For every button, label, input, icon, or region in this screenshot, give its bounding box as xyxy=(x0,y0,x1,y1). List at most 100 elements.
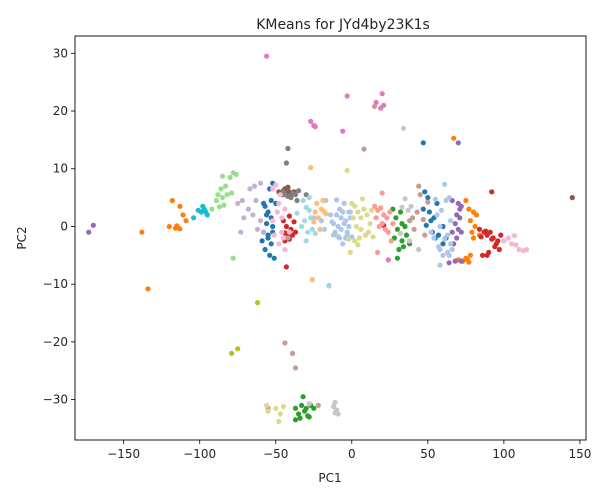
cluster-13 xyxy=(372,190,396,255)
points-layer xyxy=(86,53,575,425)
data-point xyxy=(282,192,288,198)
data-point xyxy=(455,140,461,146)
data-point xyxy=(487,229,493,235)
data-point xyxy=(358,215,364,221)
data-point xyxy=(417,192,423,198)
cluster-12 xyxy=(209,170,239,261)
data-point xyxy=(297,415,303,421)
data-point xyxy=(469,229,475,235)
data-point xyxy=(458,258,464,264)
data-point xyxy=(496,246,502,253)
data-point xyxy=(279,215,285,221)
data-point xyxy=(432,196,438,202)
cluster-7 xyxy=(280,145,309,204)
data-point xyxy=(233,171,239,178)
data-point xyxy=(407,218,413,224)
data-point xyxy=(420,140,426,146)
data-point xyxy=(451,135,457,141)
x-tick-label: −150 xyxy=(107,447,140,461)
data-point xyxy=(292,229,299,235)
data-point xyxy=(340,128,346,134)
data-point xyxy=(420,216,426,223)
data-point xyxy=(438,207,445,213)
data-point xyxy=(235,200,241,206)
cluster-6 xyxy=(264,53,391,263)
data-point xyxy=(511,233,518,239)
data-point xyxy=(241,215,247,221)
data-point xyxy=(353,223,359,230)
data-point xyxy=(247,186,253,192)
data-point xyxy=(359,196,365,202)
x-axis: −150 −100 −50 0 50 100 150 xyxy=(107,440,591,461)
data-point xyxy=(271,255,277,261)
data-point xyxy=(437,223,443,230)
data-point xyxy=(513,242,519,248)
data-point xyxy=(288,195,294,201)
data-point xyxy=(299,223,305,230)
y-tick-label: 0 xyxy=(60,219,68,233)
data-point xyxy=(367,221,373,227)
data-point xyxy=(463,197,469,204)
data-point xyxy=(317,226,323,232)
data-point xyxy=(285,184,291,190)
data-point xyxy=(373,99,379,105)
data-point xyxy=(286,229,292,235)
data-point xyxy=(292,405,299,411)
cluster-15 xyxy=(265,103,431,411)
data-point xyxy=(238,229,244,235)
data-point xyxy=(326,283,332,289)
data-point xyxy=(273,405,279,411)
data-point xyxy=(268,241,274,247)
data-point xyxy=(327,212,334,218)
data-point xyxy=(355,242,361,248)
data-point xyxy=(347,249,353,255)
data-point xyxy=(203,209,209,215)
data-point xyxy=(431,235,437,241)
data-point xyxy=(335,233,341,239)
data-point xyxy=(400,244,407,250)
cluster-11 xyxy=(308,165,329,283)
data-point xyxy=(489,236,495,242)
data-point xyxy=(397,209,404,215)
data-point xyxy=(379,190,385,196)
data-point xyxy=(311,219,317,225)
data-point xyxy=(381,102,387,108)
data-point xyxy=(489,189,495,195)
data-point xyxy=(270,218,276,224)
data-point xyxy=(282,206,288,212)
data-point xyxy=(183,218,189,224)
chart-title: KMeans for JYd4by23K1s xyxy=(256,17,430,33)
data-point xyxy=(411,226,417,232)
data-point xyxy=(254,226,261,232)
data-point xyxy=(259,238,265,244)
data-point xyxy=(169,197,175,204)
data-point xyxy=(294,210,300,216)
data-point xyxy=(435,244,442,250)
data-point xyxy=(341,200,347,206)
data-point xyxy=(425,195,431,201)
data-point xyxy=(296,411,302,417)
data-point xyxy=(285,145,291,152)
data-point xyxy=(426,209,432,215)
cluster-19 xyxy=(294,195,332,289)
data-point xyxy=(385,257,391,263)
data-point xyxy=(464,256,470,262)
data-point xyxy=(90,222,96,228)
data-point xyxy=(350,215,356,221)
data-point xyxy=(476,226,483,232)
data-point xyxy=(285,235,291,241)
data-point xyxy=(344,93,350,99)
data-point xyxy=(277,411,283,417)
data-point xyxy=(289,350,296,356)
data-point xyxy=(294,197,300,204)
cluster-16 xyxy=(270,182,530,254)
data-point xyxy=(195,207,201,213)
data-point xyxy=(312,209,318,215)
data-point xyxy=(442,181,448,187)
data-point xyxy=(251,183,258,189)
data-point xyxy=(264,53,270,59)
data-point xyxy=(270,186,276,192)
data-point xyxy=(229,350,235,356)
data-point xyxy=(434,212,440,218)
